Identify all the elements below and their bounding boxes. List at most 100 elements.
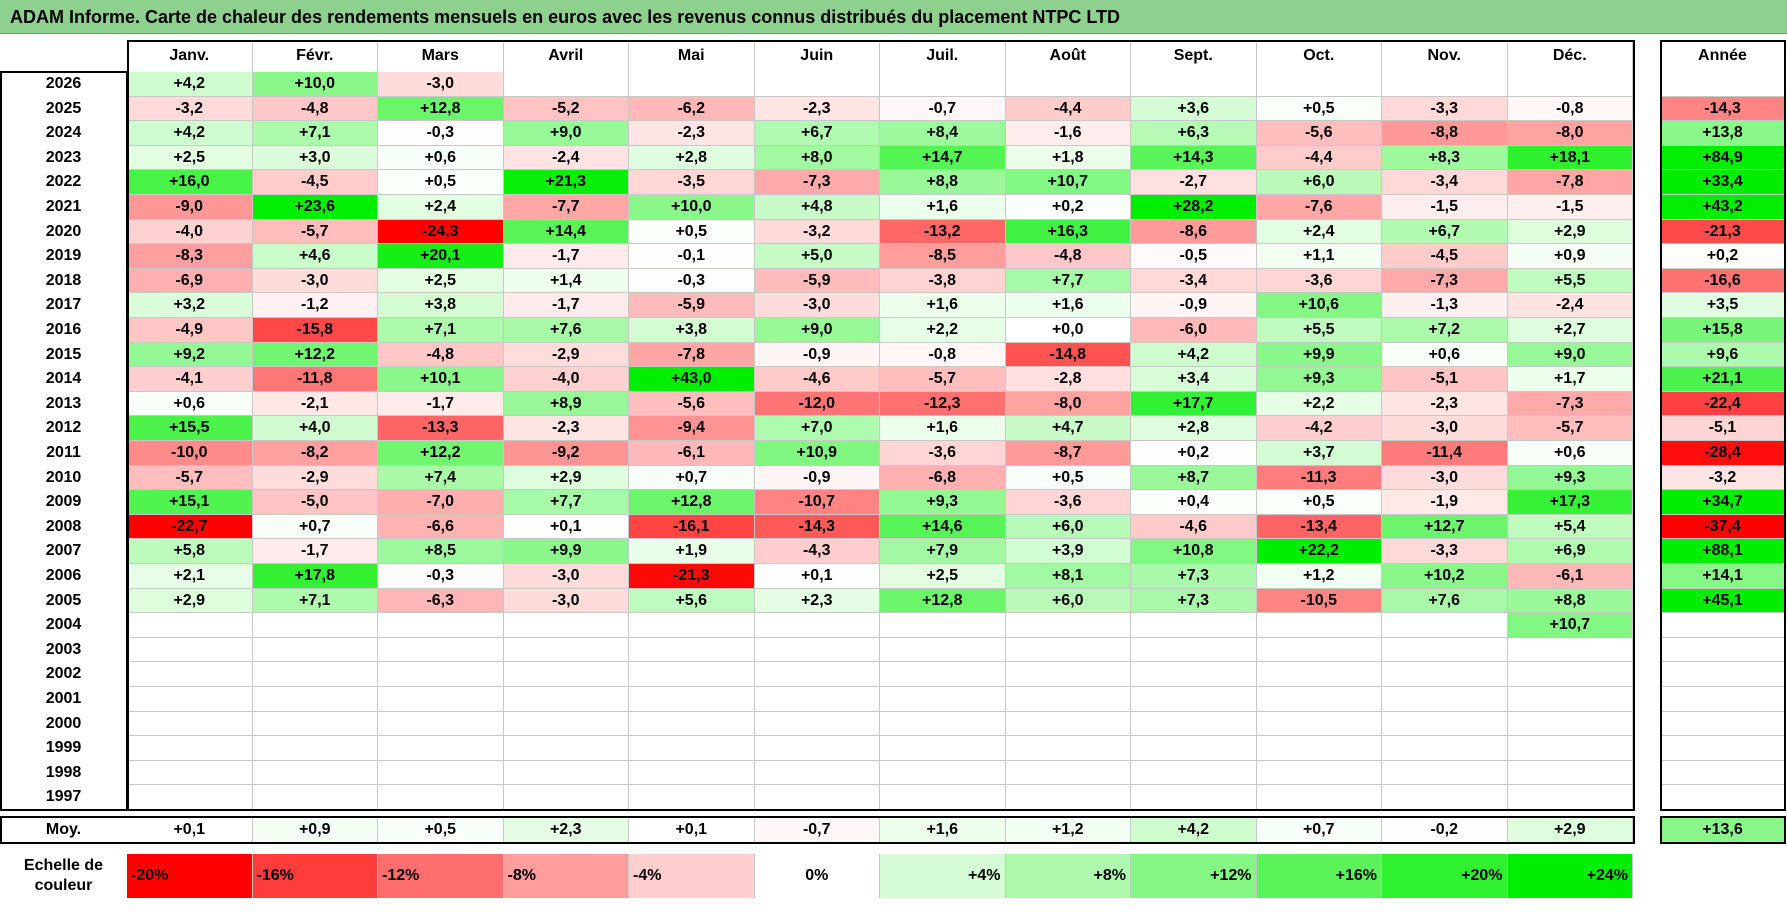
row-year-label: 2013 [45,394,82,412]
heatmap-cell [754,662,880,687]
heatmap-cell: +0,0 [1005,318,1131,343]
heatmap-cell: +2,9 [1507,219,1633,245]
heatmap-cell: +9,0 [754,318,880,343]
heatmap-cell: -0,3 [378,121,504,146]
heatmap-cell: +7,9 [880,539,1006,564]
heatmap-cell: -2,3 [503,416,629,441]
heatmap-cell [880,72,1006,97]
heatmap-cell: -4,0 [127,219,253,245]
heatmap-cell: +10,8 [1131,539,1257,564]
column-header: Sept. [1131,40,1257,72]
heatmap-cell: -3,3 [1382,96,1508,122]
heatmap-cell [378,785,504,810]
annual-cell: +43,2 [1660,195,1786,220]
heatmap-cell: -2,4 [1507,293,1633,318]
row-year-label: 2024 [45,124,82,142]
heatmap-cell: -0,9 [754,465,880,491]
heatmap-cell: -4,8 [378,342,504,368]
heatmap-cell [880,637,1006,663]
heatmap-cell [1256,687,1382,712]
heatmap-cell: -5,7 [127,465,253,491]
heatmap-cell [127,785,253,810]
annual-cell: -28,4 [1660,441,1786,466]
heatmap-cell: -6,2 [629,96,755,122]
heatmap-cell: -7,6 [1256,195,1382,220]
heatmap-cell [1382,662,1508,687]
heatmap-cell [127,637,253,663]
heatmap-cell: -0,3 [378,564,504,589]
heatmap-cell [127,736,253,761]
heatmap-cell [252,637,378,663]
heatmap-cell [1507,711,1633,737]
heatmap-cell [629,613,755,638]
heatmap-cell: +10,7 [1507,613,1633,638]
annual-cell: -3,2 [1660,465,1786,491]
heatmap-cell [754,785,880,810]
heatmap-cell [1005,72,1131,97]
heatmap-cell: -1,3 [1382,293,1508,318]
annual-cell: +45,1 [1660,588,1786,614]
heatmap-cell: +6,9 [1507,539,1633,564]
heatmap-cell [1382,687,1508,712]
heatmap-cell: -4,9 [127,318,253,343]
heatmap-cell [503,613,629,638]
heatmap-cell: +9,3 [1507,465,1633,491]
heatmap-cell: -0,5 [1131,244,1257,269]
heatmap-cell: -6,6 [378,514,504,540]
heatmap-cell: -3,0 [378,72,504,97]
heatmap-cell: -5,7 [252,219,378,245]
legend-swatch: +8% [1005,854,1131,898]
average-cell: +0,9 [252,816,378,844]
heatmap-cell: +6,0 [1005,514,1131,540]
heatmap-cell: -5,6 [1256,121,1382,146]
heatmap-cell: +10,2 [1382,564,1508,589]
heatmap-cell: +14,6 [880,514,1006,540]
legend-swatch: -8% [503,854,629,898]
annual-cell: -5,1 [1660,416,1786,441]
heatmap-cell: -14,3 [754,514,880,540]
heatmap-cell: +7,6 [503,318,629,343]
heatmap-cell: +9,0 [1507,342,1633,368]
heatmap-cell [1005,662,1131,687]
heatmap-cell: +10,0 [629,195,755,220]
heatmap-cell [1382,760,1508,786]
heatmap-cell [629,662,755,687]
average-cell: +2,9 [1507,816,1633,844]
heatmap-cell: +9,3 [880,490,1006,515]
heatmap-cell: -0,1 [629,244,755,269]
heatmap-cell: +9,9 [1256,342,1382,368]
heatmap-cell: -16,1 [629,514,755,540]
heatmap-cell: +8,4 [880,121,1006,146]
annual-cell: +88,1 [1660,539,1786,564]
heatmap-cell: -0,3 [629,268,755,294]
heatmap-cell: -22,7 [127,514,253,540]
heatmap-cell [1256,662,1382,687]
heatmap-cell: +12,2 [378,441,504,466]
heatmap-cell: +2,9 [503,465,629,491]
column-header: Mars [378,40,504,72]
heatmap-cell [252,760,378,786]
heatmap-cell: -11,4 [1382,441,1508,466]
heatmap-cell [1131,687,1257,712]
heatmap-cell: +14,4 [503,219,629,245]
heatmap-cell: +6,7 [1382,219,1508,245]
heatmap-cell: -1,6 [1005,121,1131,146]
heatmap-cell: -3,6 [880,441,1006,466]
heatmap-cell: -15,8 [252,318,378,343]
heatmap-cell: +2,7 [1507,318,1633,343]
heatmap-cell [378,736,504,761]
heatmap-cell [629,736,755,761]
heatmap-cell: +16,3 [1005,219,1131,245]
heatmap-cell: +4,0 [252,416,378,441]
average-label: Moy. [45,821,82,838]
heatmap-cell: -4,6 [754,367,880,392]
heatmap-cell: -13,2 [880,219,1006,245]
row-year-label: 2009 [45,493,82,511]
heatmap-cell [629,637,755,663]
heatmap-cell: +4,7 [1005,416,1131,441]
heatmap-cell: +0,5 [1256,96,1382,122]
heatmap-cell [880,687,1006,712]
heatmap-cell [880,711,1006,737]
heatmap-cell: +7,1 [252,588,378,614]
heatmap-cell [754,613,880,638]
